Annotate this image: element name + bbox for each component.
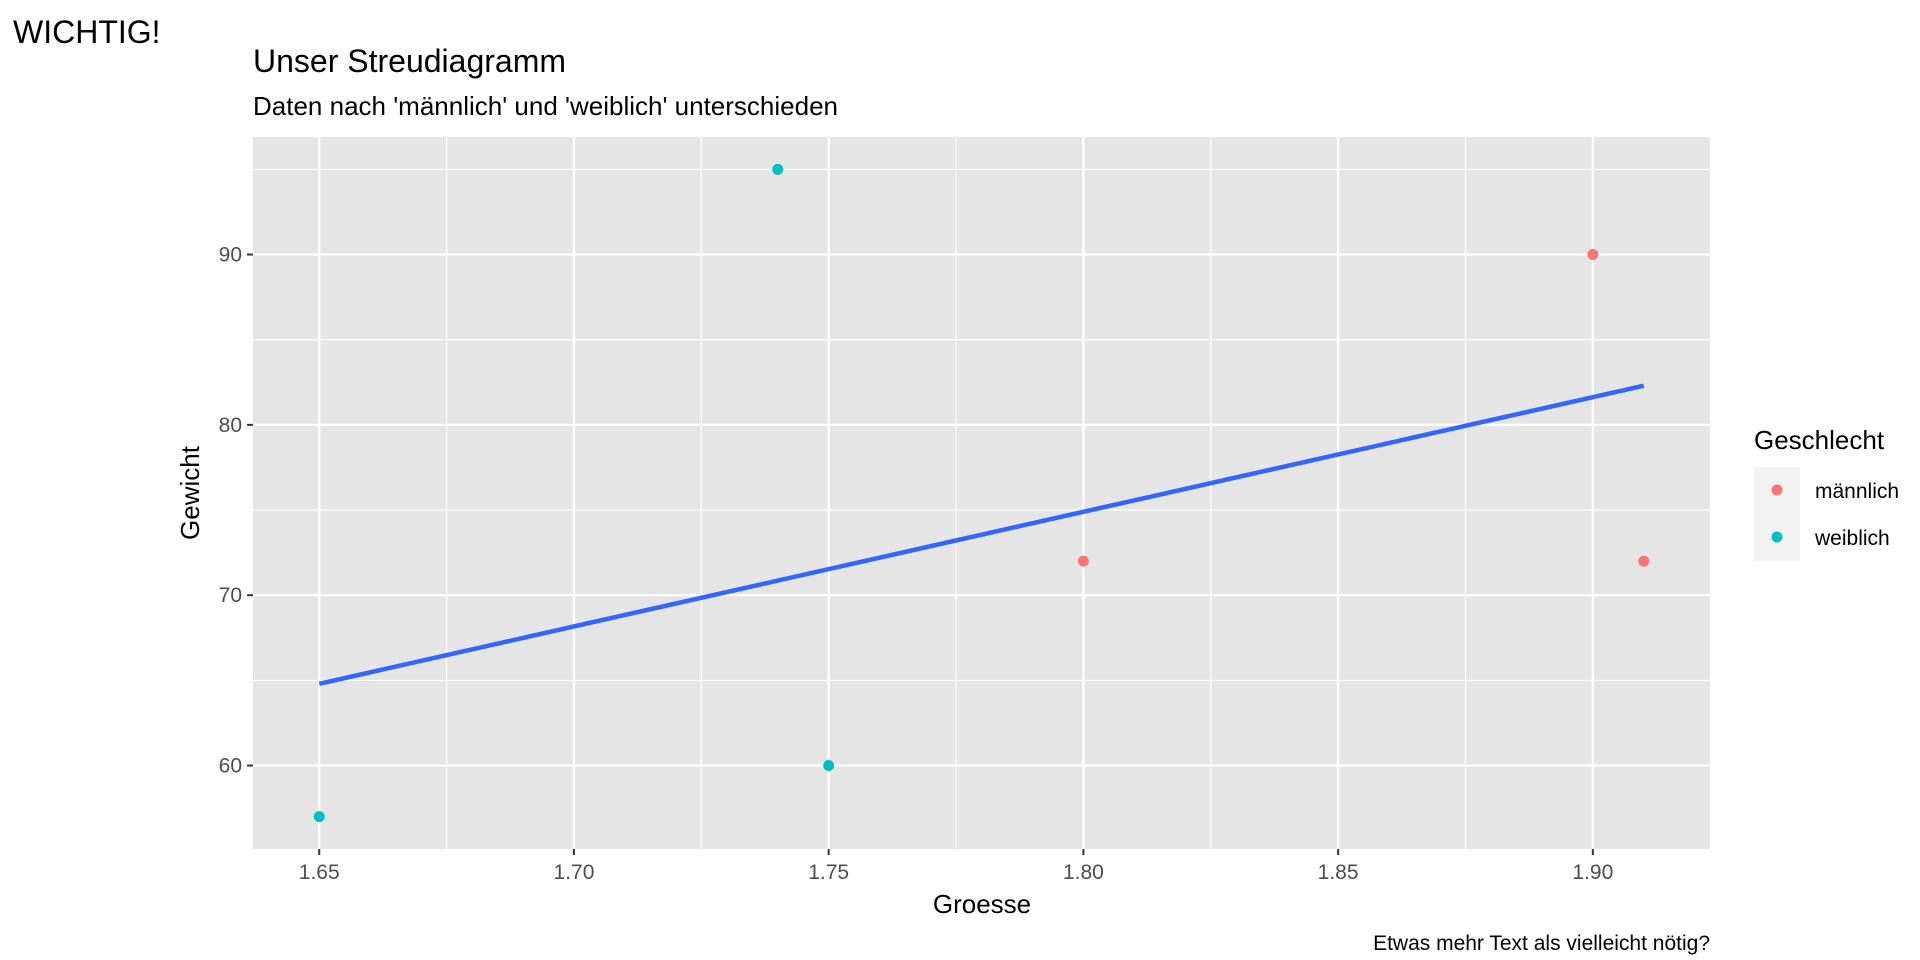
legend-key-marker xyxy=(1771,484,1783,496)
y-axis: 60 70 80 90 xyxy=(219,244,253,778)
x-tick-label: 1.80 xyxy=(1063,861,1104,884)
tag-text: WICHTIG! xyxy=(13,14,161,50)
y-axis-label: Gewicht xyxy=(175,445,205,540)
y-tick-label: 60 xyxy=(219,755,242,778)
trend-line xyxy=(318,383,1645,686)
x-axis: 1.65 1.70 1.75 1.80 1.85 1.90 xyxy=(299,849,1613,884)
x-tick-label: 1.75 xyxy=(808,861,849,884)
legend-items: männlich weiblich xyxy=(1771,480,1899,550)
x-tick-label: 1.90 xyxy=(1572,861,1613,884)
y-tick-label: 90 xyxy=(219,244,242,267)
legend-key-marker xyxy=(1771,531,1783,543)
data-point xyxy=(823,760,835,772)
x-tick-label: 1.70 xyxy=(554,861,595,884)
legend-entry-label: männlich xyxy=(1815,480,1899,503)
data-point xyxy=(1077,555,1089,567)
data-point xyxy=(1587,249,1599,261)
data-points xyxy=(313,163,1650,823)
data-point xyxy=(1638,555,1650,567)
legend-title: Geschlecht xyxy=(1754,425,1885,455)
x-tick-label: 1.85 xyxy=(1318,861,1359,884)
y-tick-label: 70 xyxy=(219,584,242,607)
major-gridlines xyxy=(253,137,1710,849)
x-axis-label: Groesse xyxy=(933,889,1031,919)
data-point xyxy=(313,811,325,823)
legend: Geschlecht männlich weiblich xyxy=(1754,425,1899,561)
legend-entry-label: weiblich xyxy=(1814,527,1890,550)
legend-key-background xyxy=(1754,467,1800,561)
x-tick-label: 1.65 xyxy=(299,861,340,884)
chart-title: Unser Streudiagramm xyxy=(253,43,566,79)
plot-panel xyxy=(253,137,1710,849)
trend-line-layer xyxy=(318,383,1645,686)
caption-text: Etwas mehr Text als vielleicht nötig? xyxy=(1373,932,1710,955)
data-point xyxy=(772,163,784,175)
minor-gridlines xyxy=(253,137,1710,849)
chart-subtitle: Daten nach 'männlich' und 'weiblich' unt… xyxy=(253,91,838,121)
y-tick-label: 80 xyxy=(219,414,242,437)
